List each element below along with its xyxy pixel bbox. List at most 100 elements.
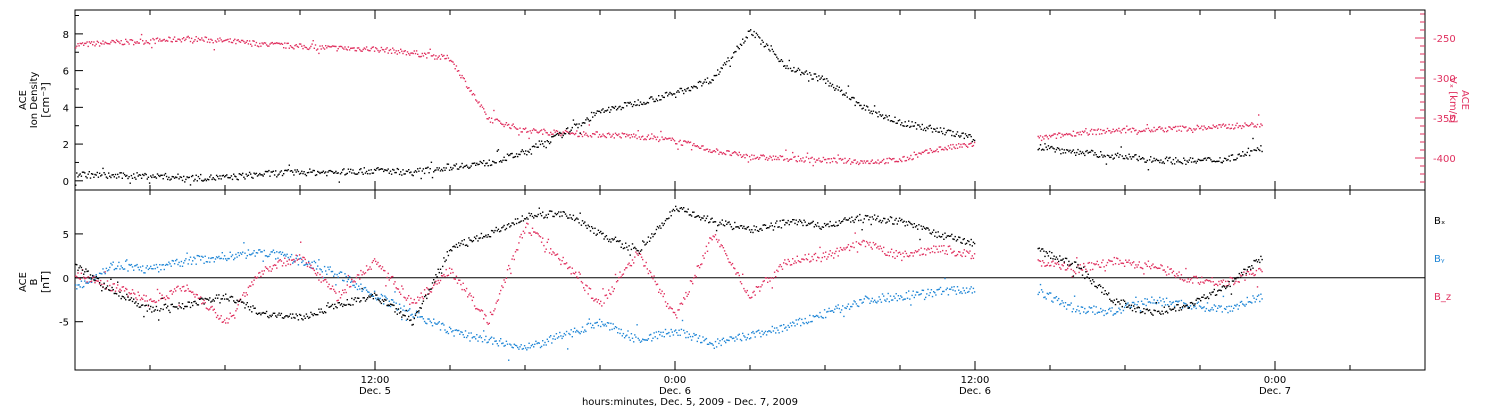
data-point	[1118, 127, 1120, 130]
data-point	[736, 226, 738, 228]
data-point	[681, 90, 684, 92]
data-point	[1187, 278, 1189, 280]
data-point	[388, 172, 390, 174]
data-point	[317, 314, 319, 316]
data-point	[910, 125, 912, 128]
data-point	[927, 152, 929, 154]
data-point	[1201, 125, 1203, 127]
data-point	[713, 150, 715, 152]
data-point	[494, 119, 496, 121]
data-point	[227, 176, 229, 179]
data-point	[737, 334, 739, 336]
data-point	[344, 304, 346, 306]
data-point	[543, 344, 545, 346]
data-point	[186, 252, 188, 254]
data-point	[783, 324, 785, 326]
data-point	[1228, 283, 1230, 285]
data-point	[723, 153, 726, 155]
data-point	[369, 50, 371, 52]
data-point	[635, 248, 637, 250]
data-point	[694, 274, 696, 277]
data-point	[86, 41, 88, 43]
data-point	[618, 328, 620, 330]
data-point	[1219, 157, 1221, 159]
data-point	[543, 217, 545, 219]
data-point	[1084, 130, 1086, 132]
data-point	[433, 284, 435, 286]
data-point	[1181, 279, 1184, 281]
data-point	[1121, 129, 1123, 131]
data-point	[1062, 152, 1064, 154]
data-point	[1098, 133, 1101, 135]
data-point	[881, 159, 884, 162]
data-point	[1250, 301, 1252, 303]
data-point	[186, 36, 188, 38]
data-point	[272, 264, 275, 267]
data-point	[175, 40, 177, 42]
data-point	[911, 252, 913, 254]
data-point	[338, 302, 340, 304]
data-point	[398, 303, 401, 305]
data-point	[450, 166, 452, 169]
data-point	[106, 285, 109, 287]
data-point	[1117, 152, 1119, 154]
data-point	[1143, 273, 1145, 275]
data-point	[297, 46, 300, 48]
data-point	[736, 153, 738, 155]
data-point	[197, 37, 200, 40]
data-point	[393, 301, 395, 303]
data-point	[1112, 301, 1114, 304]
data-point	[309, 266, 311, 268]
data-point	[539, 130, 542, 132]
data-point	[964, 243, 967, 245]
data-point	[501, 227, 503, 229]
data-point	[606, 109, 609, 111]
data-point	[720, 223, 722, 225]
data-point	[167, 40, 169, 42]
data-point	[875, 219, 877, 221]
data-point	[571, 126, 573, 129]
data-point	[1150, 302, 1152, 304]
data-point	[138, 294, 140, 297]
data-point	[838, 307, 840, 310]
data-point	[177, 308, 179, 310]
data-point	[1150, 156, 1152, 158]
data-point	[1044, 296, 1046, 298]
data-point	[136, 305, 138, 307]
data-point	[815, 314, 818, 317]
data-point	[75, 184, 77, 186]
data-point	[1108, 259, 1110, 261]
data-point	[662, 331, 664, 333]
data-point	[1155, 302, 1158, 305]
data-point	[803, 322, 805, 325]
data-point	[1244, 153, 1246, 156]
data-point	[1115, 257, 1118, 259]
bottom-tick-label: -5	[59, 318, 69, 329]
data-point	[614, 326, 617, 328]
data-point	[1128, 128, 1130, 131]
data-point	[192, 304, 194, 307]
data-point	[426, 322, 428, 325]
data-point	[700, 341, 702, 344]
data-point	[661, 95, 663, 97]
data-point	[1072, 130, 1075, 132]
data-point	[497, 149, 500, 151]
data-point	[1156, 128, 1159, 131]
data-point	[1084, 277, 1086, 280]
data-point	[240, 301, 243, 303]
data-point	[1125, 304, 1127, 306]
data-point	[662, 295, 664, 298]
data-point	[901, 259, 903, 262]
data-point	[665, 305, 668, 307]
data-point	[1069, 149, 1071, 152]
data-point	[730, 226, 733, 228]
data-point	[835, 305, 837, 308]
data-point	[564, 129, 567, 132]
data-point	[114, 290, 117, 292]
data-point	[960, 254, 962, 256]
data-point	[462, 334, 464, 336]
data-point	[285, 255, 287, 257]
data-point	[859, 162, 861, 164]
data-point	[1038, 147, 1040, 150]
data-point	[1203, 158, 1205, 160]
